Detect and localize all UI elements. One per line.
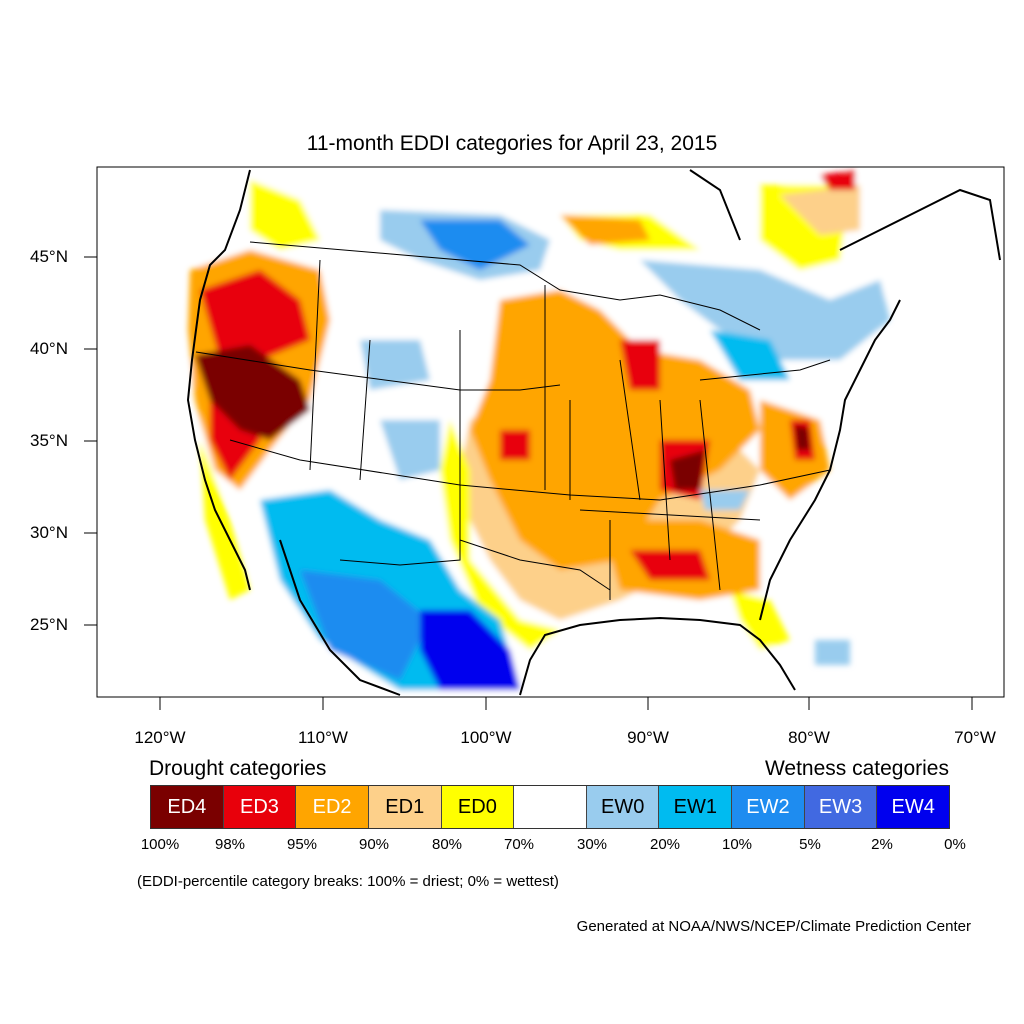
lon-label-120: 120°W <box>134 728 186 747</box>
map-frame <box>96 166 1005 698</box>
lat-label-30: 30°N <box>30 523 68 542</box>
pct-label: 80% <box>431 836 463 853</box>
lat-label-40: 40°N <box>30 339 68 358</box>
axis-ticks <box>84 256 973 710</box>
lon-label-110: 110°W <box>298 728 348 747</box>
pct-label: 5% <box>799 836 821 853</box>
pct-label: 10% <box>721 836 753 853</box>
coastlines <box>186 169 1001 696</box>
pct-label: 20% <box>649 836 681 853</box>
lon-label-90: 90°W <box>627 728 669 747</box>
pct-label: 100% <box>140 836 180 853</box>
legend-swatch-ed3: ED3 <box>223 786 297 828</box>
legend-swatch-ed1: ED1 <box>368 786 442 828</box>
pct-label: 95% <box>286 836 318 853</box>
lat-label-25: 25°N <box>30 615 68 634</box>
legend-swatch-ed4: ED4 <box>151 786 224 828</box>
pct-label: 2% <box>871 836 893 853</box>
category-legend: ED4 ED3 ED2 ED1 ED0 EW0 EW1 EW2 EW3 EW4 <box>150 785 950 829</box>
lat-label-45: 45°N <box>30 247 68 266</box>
legend-swatch-ew4: EW4 <box>877 786 950 828</box>
category-note: (EDDI-percentile category breaks: 100% =… <box>137 873 559 890</box>
pct-label: 90% <box>358 836 390 853</box>
legend-swatch-neutral <box>514 786 587 828</box>
lon-label-70: 70°W <box>954 728 996 747</box>
pct-label: 30% <box>576 836 608 853</box>
legend-swatch-ed0: ED0 <box>441 786 515 828</box>
drought-categories-title: Drought categories <box>149 757 327 780</box>
eddi-field <box>186 169 1001 696</box>
lon-label-80: 80°W <box>788 728 830 747</box>
legend-swatch-ew2: EW2 <box>732 786 805 828</box>
credit-line: Generated at NOAA/NWS/NCEP/Climate Predi… <box>576 918 971 935</box>
pct-label: 70% <box>503 836 535 853</box>
legend-swatch-ew0: EW0 <box>586 786 660 828</box>
pct-label: 0% <box>944 836 966 853</box>
state-borders <box>195 241 831 600</box>
lon-label-100: 100°W <box>460 728 512 747</box>
lat-label-35: 35°N <box>30 431 68 450</box>
legend-swatch-ed2: ED2 <box>296 786 369 828</box>
map-title: 11-month EDDI categories for April 23, 2… <box>306 132 718 155</box>
legend-swatch-ew3: EW3 <box>804 786 878 828</box>
wetness-categories-title: Wetness categories <box>764 757 949 780</box>
pct-label: 98% <box>214 836 246 853</box>
legend-swatch-ew1: EW1 <box>659 786 733 828</box>
